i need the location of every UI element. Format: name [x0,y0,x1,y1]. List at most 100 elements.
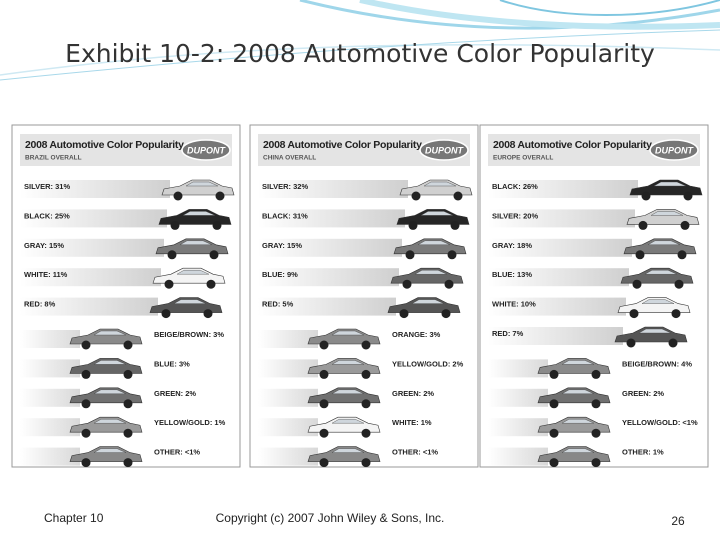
color-label: BEIGE/BROWN: 4% [622,359,692,368]
car-wheel [626,338,636,348]
car-wheel [411,191,421,201]
car-body [537,387,611,404]
color-label: WHITE: 10% [492,300,536,309]
car-wheel [549,369,559,379]
car-window [93,360,127,365]
car-wheel [549,458,559,468]
car-window [182,211,216,216]
car-body [399,179,473,196]
speed-streak [488,268,629,287]
car-wheel [361,428,371,438]
car-body [629,179,703,196]
car-wheel [123,458,133,468]
speed-streak [20,180,170,198]
car-body [614,326,688,343]
car-body [155,238,229,255]
car-wheel [319,428,329,438]
speed-streak [488,388,548,407]
color-label: RED: 5% [262,300,294,309]
car-window [561,360,595,365]
car-body [396,209,470,225]
car-wheel [591,369,601,379]
car-body [307,387,381,404]
car-window [420,211,454,216]
footer-copyright: Copyright (c) 2007 John Wiley & Sons, In… [216,511,445,525]
speed-streak [20,388,80,407]
color-label: YELLOW/GOLD: <1% [622,418,698,427]
speed-streak [258,268,399,287]
car-wheel [209,250,219,260]
speed-streak [488,180,638,198]
color-label: RED: 7% [492,329,524,338]
car-body [617,297,691,313]
car-wheel [671,309,681,319]
panel-heading: 2008 Automotive Color Popularity [25,139,184,151]
color-label: WHITE: 11% [24,270,68,279]
speed-streak [488,447,548,466]
speed-streak [488,297,626,316]
car-body [307,358,381,374]
car-body [537,416,611,433]
car-wheel [399,309,409,319]
panel-region: CHINA OVERALL [263,155,316,162]
car-wheel [447,250,457,260]
panel-frame [479,124,709,468]
car-body [152,267,226,284]
footer-chapter: Chapter 10 [44,511,104,525]
car-body [158,209,232,225]
car-wheel [402,279,412,289]
panel-frame [249,124,479,468]
car-wheel [319,369,329,379]
car-window [414,270,448,275]
car-window [423,181,457,187]
car-wheel [591,428,601,438]
speed-streak [488,418,548,437]
car-window [331,448,365,453]
car-wheel [361,369,371,379]
car-window [653,181,687,187]
color-label: RED: 8% [24,300,56,309]
car-wheel [361,399,371,409]
car-body [69,446,143,462]
car-window [331,389,365,394]
color-label: BLUE: 3% [154,359,190,368]
car-wheel [123,428,133,438]
car-wheel [81,458,91,468]
car-body [69,416,143,433]
speed-streak [20,209,167,228]
car-wheel [319,458,329,468]
car-window [638,328,672,334]
speed-streak [258,297,396,316]
car-body [623,238,697,255]
speed-streak [488,327,623,345]
car-window [417,240,451,245]
car-window [561,448,595,453]
car-body [393,238,467,255]
car-wheel [123,340,133,350]
car-wheel [212,220,222,230]
car-wheel [453,191,463,201]
logo-oval [419,139,469,161]
logo-text: DUPONT [425,145,465,155]
color-label: GRAY: 15% [24,241,64,250]
car-body [69,328,143,345]
car-wheel [81,399,91,409]
panel: 2008 Automotive Color Popularity BRAZIL O… [11,124,241,468]
speed-streak [258,330,318,348]
speed-streak [488,359,548,378]
car-wheel [549,428,559,438]
car-wheel [677,250,687,260]
car-window [179,240,213,245]
car-wheel [206,279,216,289]
speed-streak [20,238,164,257]
color-label: SILVER: 32% [262,182,308,191]
car-wheel [674,279,684,289]
color-label: BEIGE/BROWN: 3% [154,330,224,339]
car-body [537,446,611,462]
car-wheel [123,399,133,409]
speed-streak [488,209,635,228]
car-wheel [632,279,642,289]
color-label: GRAY: 18% [492,241,532,250]
car-wheel [641,191,651,201]
car-body [149,297,223,313]
